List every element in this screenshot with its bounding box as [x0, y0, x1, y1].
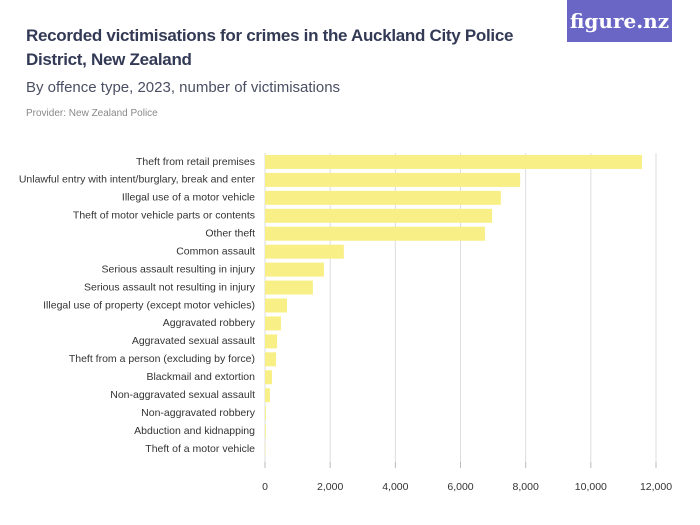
y-tick-label: Theft from retail premises — [136, 156, 255, 168]
bar — [265, 280, 313, 295]
y-tick-label: Theft of a motor vehicle — [145, 443, 255, 455]
y-tick-label: Illegal use of a motor vehicle — [122, 192, 255, 204]
y-tick-label: Serious assault resulting in injury — [102, 263, 256, 275]
bar — [265, 154, 642, 169]
bar — [265, 262, 324, 277]
y-tick-label: Unlawful entry with intent/burglary, bre… — [19, 174, 256, 186]
bar — [265, 424, 266, 439]
y-tick-label: Abduction and kidnapping — [134, 425, 255, 437]
bar — [265, 190, 501, 205]
logo[interactable]: figure.nz — [567, 0, 672, 42]
bar — [265, 172, 521, 187]
bar — [265, 352, 277, 367]
x-tick-label: 6,000 — [447, 481, 473, 493]
y-tick-label: Non-aggravated robbery — [141, 407, 256, 419]
y-tick-label: Serious assault not resulting in injury — [84, 281, 256, 293]
bar — [265, 316, 281, 331]
chart-title: Recorded victimisations for crimes in th… — [26, 26, 514, 69]
chart-subtitle: By offence type, 2023, number of victimi… — [26, 79, 341, 96]
bar — [265, 334, 278, 349]
y-tick-label: Theft from a person (excluding by force) — [69, 353, 255, 365]
source: Provider: New Zealand Police — [26, 108, 158, 119]
x-tick-label: 8,000 — [513, 481, 539, 493]
x-tick-label: 2,000 — [317, 481, 343, 493]
y-tick-label: Aggravated robbery — [163, 317, 256, 329]
y-tick-label: Other theft — [205, 228, 255, 240]
y-tick-label: Theft of motor vehicle parts or contents — [73, 210, 255, 222]
y-tick-label: Common assault — [176, 245, 255, 257]
y-tick-label: Aggravated sexual assault — [132, 335, 255, 347]
x-tick-label: 10,000 — [575, 481, 607, 493]
bar — [265, 298, 287, 313]
bar — [265, 388, 270, 403]
x-tick-label: 12,000 — [640, 481, 672, 493]
bar — [265, 370, 273, 385]
bar — [265, 226, 485, 241]
y-tick-label: Blackmail and extortion — [146, 371, 255, 383]
y-tick-label: Non-aggravated sexual assault — [110, 389, 255, 401]
x-tick-label: 0 — [262, 481, 268, 493]
bar — [265, 208, 493, 223]
y-tick-label: Illegal use of property (except motor ve… — [43, 299, 255, 311]
bar — [265, 406, 266, 421]
bar — [265, 244, 344, 259]
x-tick-label: 4,000 — [382, 481, 408, 493]
